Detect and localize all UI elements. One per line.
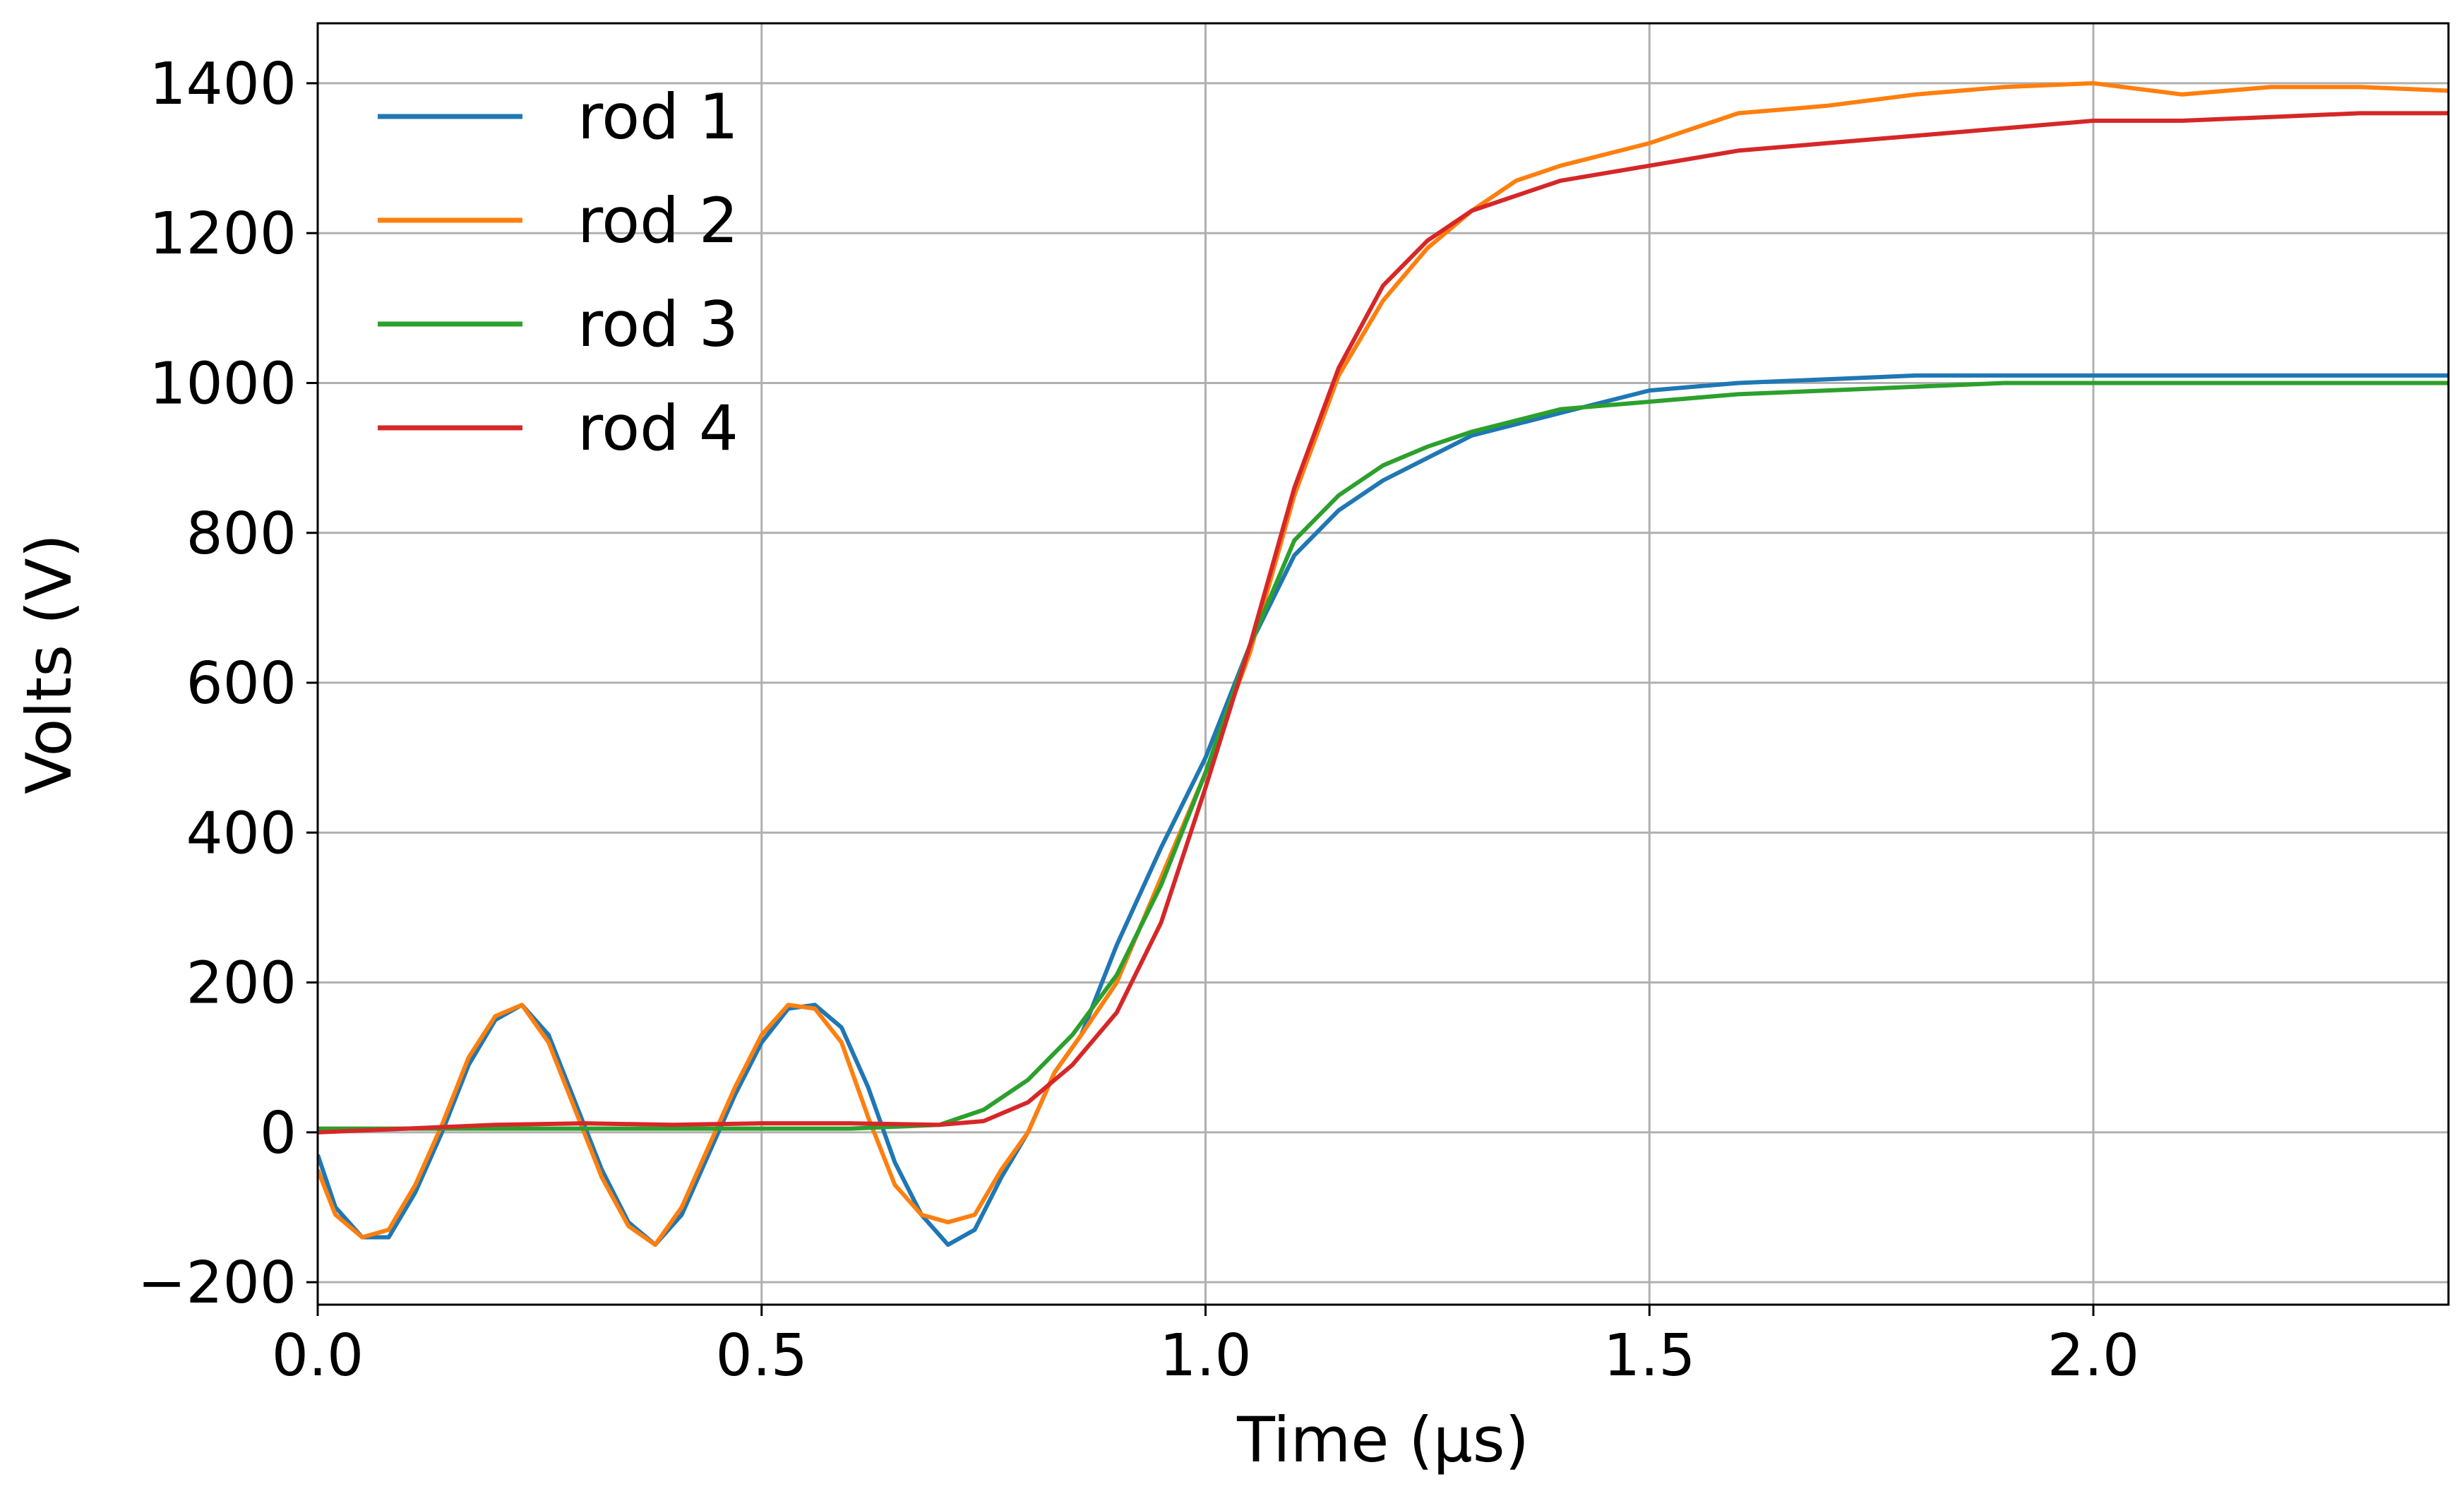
series-line-rod-4 [318, 111, 2448, 1135]
series-line-rod-1 [318, 373, 2448, 1247]
series-lines [318, 80, 2448, 1247]
y-tick-label: 600 [186, 650, 297, 717]
series-line-rod-3 [318, 381, 2448, 1131]
x-axis-label: Time (μs) [1236, 1404, 1529, 1476]
y-tick-label: 1000 [149, 350, 297, 417]
y-tick-label: 0 [260, 1100, 297, 1167]
series-line-rod-2 [318, 80, 2448, 1247]
x-tick-label: 1.0 [1159, 1322, 1251, 1389]
plot-frame [316, 22, 2450, 1306]
y-tick-label: 1400 [149, 51, 297, 118]
y-tick-label: 200 [186, 950, 297, 1017]
legend-label: rod 2 [578, 184, 738, 257]
legend-label: rod 3 [578, 288, 738, 361]
legend-label: rod 4 [578, 392, 738, 465]
x-tick-label: 0.5 [716, 1322, 808, 1389]
y-tick-label: 1200 [149, 201, 297, 268]
y-axis-label: Volts (V) [13, 534, 85, 794]
legend: rod 1 rod 2 rod 3 rod 4 [378, 80, 738, 465]
y-tick-label: 400 [186, 800, 297, 867]
x-tick-label: 0.0 [272, 1322, 364, 1389]
x-tick-label: 2.0 [2047, 1322, 2139, 1389]
y-tick-label: −200 [138, 1250, 297, 1317]
x-tick-label: 1.5 [1603, 1322, 1695, 1389]
axis-ticks: 0.0 0.5 1.0 1.5 2.0 −200 0 200 400 600 800 1000 1200… [138, 51, 2139, 1389]
y-tick-label: 800 [186, 501, 297, 568]
legend-label: rod 1 [578, 80, 738, 153]
